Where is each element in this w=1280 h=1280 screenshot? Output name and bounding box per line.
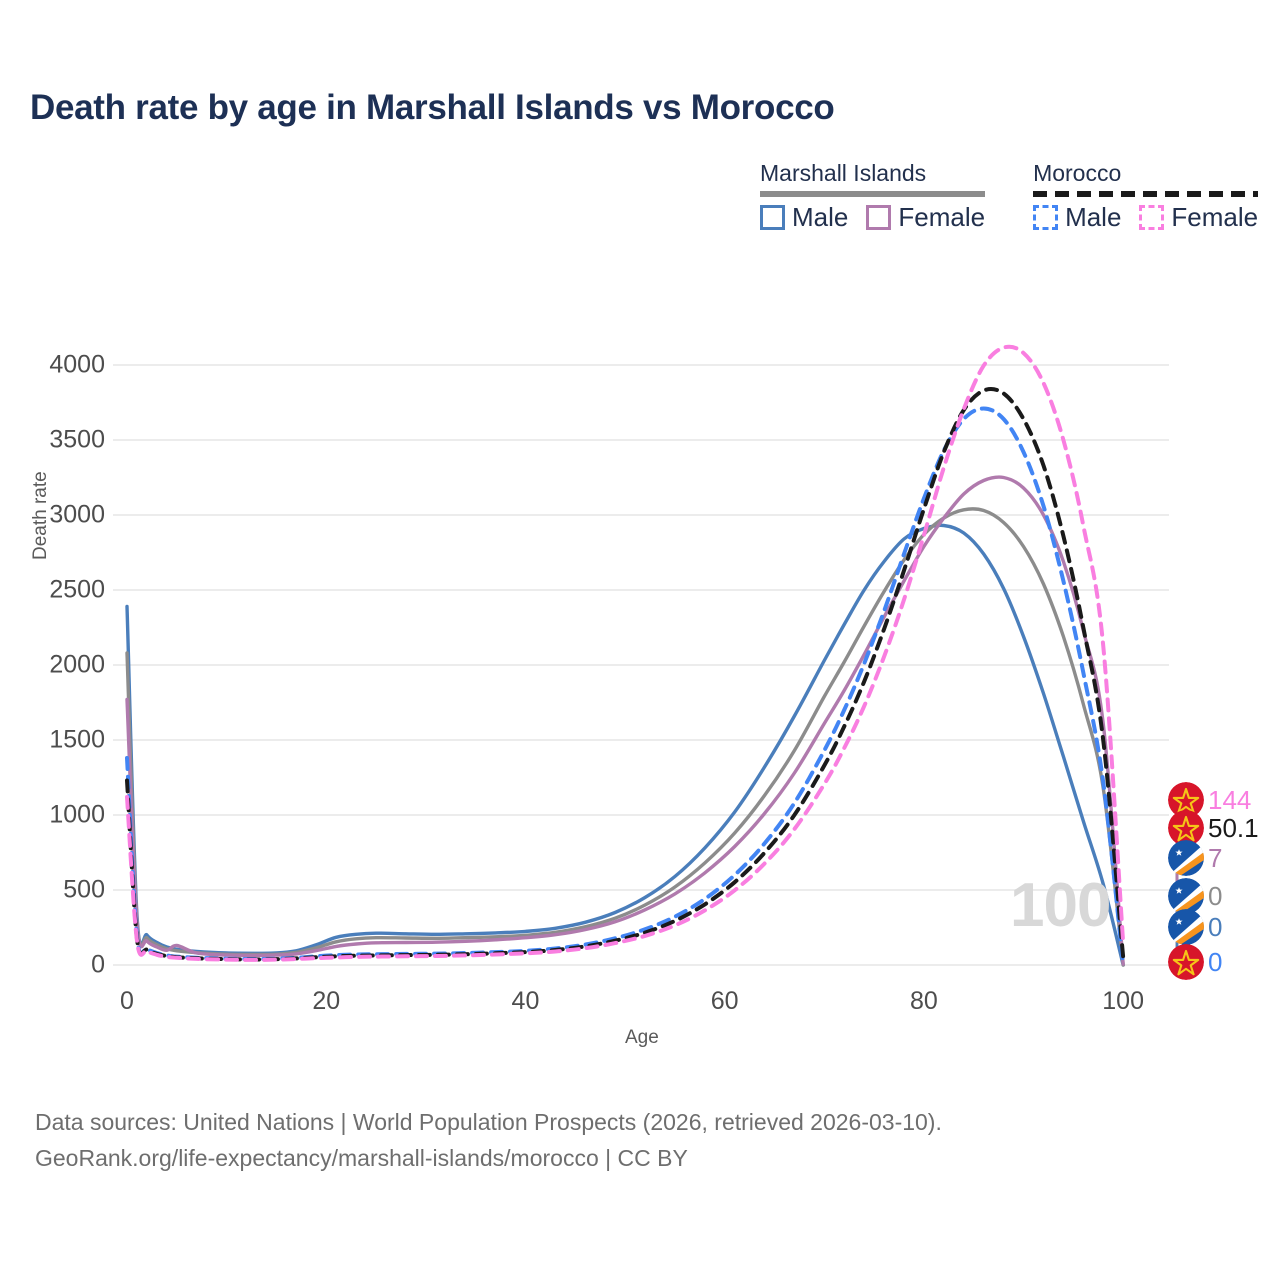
chart-series-line — [125, 475, 1125, 966]
series-endpoint-value: 0 — [1208, 946, 1223, 977]
legend-group-morocco: Morocco Male Female — [1033, 160, 1259, 233]
chart-plot-area — [0, 280, 1280, 1020]
y-axis-tick-label: 0 — [91, 950, 105, 979]
chart-series-line — [125, 406, 1126, 967]
morocco-flag-icon — [1168, 810, 1204, 846]
legend-item-label: Female — [1171, 202, 1259, 233]
footer-data-sources: Data sources: United Nations | World Pop… — [35, 1109, 942, 1135]
legend-rule-solid — [760, 191, 986, 198]
legend-item-mi-female[interactable]: Female — [866, 202, 985, 233]
y-axis-tick-label: 500 — [63, 875, 105, 904]
y-axis-tick-label: 1000 — [49, 800, 105, 829]
series-endpoint-badge[interactable]: 0 — [1168, 878, 1222, 914]
legend-group-marshall-islands: Marshall Islands Male Female — [760, 160, 986, 233]
x-axis-tick-label: 80 — [910, 987, 938, 1015]
legend-item-ma-male[interactable]: Male — [1033, 202, 1121, 233]
footer-attribution: GeoRank.org/life-expectancy/marshall-isl… — [35, 1144, 688, 1171]
series-endpoint-badge[interactable]: 7 — [1168, 840, 1222, 876]
morocco-flag-icon — [1168, 944, 1204, 980]
y-axis-label: Death rate — [30, 471, 51, 560]
series-endpoint-badge[interactable]: 0 — [1168, 909, 1222, 945]
legend-swatch-icon — [866, 205, 892, 231]
legend-swatch-icon — [1139, 205, 1165, 231]
legend-item-ma-female[interactable]: Female — [1139, 202, 1258, 233]
legend-group-title: Marshall Islands — [760, 160, 927, 186]
chart-watermark: 100 — [1010, 871, 1111, 940]
x-axis-tick-label: 100 — [1102, 987, 1144, 1015]
series-endpoint-value: 0 — [1208, 911, 1223, 942]
chart-series-line — [125, 523, 1125, 967]
legend-group-title: Morocco — [1033, 160, 1122, 186]
x-axis-tick-label: 20 — [312, 987, 341, 1015]
legend-rule-dashed — [1033, 191, 1259, 198]
y-axis-tick-label: 1500 — [49, 725, 105, 754]
x-axis-tick-label: 60 — [710, 987, 739, 1015]
legend-swatch-icon — [1033, 205, 1059, 231]
x-axis-tick-label: 0 — [120, 987, 134, 1015]
series-endpoint-badge[interactable]: 0 — [1168, 944, 1222, 980]
legend-item-label: Female — [898, 202, 986, 233]
series-endpoint-value: 144 — [1208, 784, 1252, 815]
y-axis-tick-label: 3500 — [49, 425, 105, 454]
y-axis-tick-label: 4000 — [49, 350, 105, 379]
chart-series-line — [125, 387, 1126, 962]
chart-canvas — [113, 344, 1187, 967]
series-endpoint-badges: 144 50.1 7 0 0 0 — [1168, 770, 1280, 980]
x-axis-tick-label: 40 — [511, 987, 540, 1015]
y-axis-tick-label: 2000 — [49, 650, 105, 679]
legend-swatch-icon — [760, 205, 785, 231]
x-axis-label: Age — [625, 1027, 659, 1048]
series-endpoint-value: 50.1 — [1208, 812, 1259, 843]
page-title: Death rate by age in Marshall Islands vs… — [30, 88, 835, 127]
marshall-islands-flag-icon — [1168, 878, 1204, 914]
legend-item-label: Male — [1065, 202, 1122, 233]
y-axis-tick-label: 3000 — [49, 500, 105, 529]
series-endpoint-badge[interactable]: 144 — [1168, 782, 1251, 818]
chart-series-line — [125, 344, 1126, 962]
chart-series-line — [125, 507, 1125, 967]
series-endpoint-value: 7 — [1208, 842, 1223, 873]
chart-legend: Marshall Islands Male Female Morocco Mal… — [760, 160, 1259, 233]
series-endpoint-badge[interactable]: 50.1 — [1168, 810, 1259, 846]
marshall-islands-flag-icon — [1168, 909, 1204, 945]
series-endpoint-value: 0 — [1208, 880, 1223, 911]
legend-item-label: Male — [792, 202, 849, 233]
y-axis-tick-label: 2500 — [49, 575, 105, 604]
morocco-flag-icon — [1168, 782, 1204, 818]
marshall-islands-flag-icon — [1168, 840, 1204, 876]
legend-item-mi-male[interactable]: Male — [760, 202, 848, 233]
